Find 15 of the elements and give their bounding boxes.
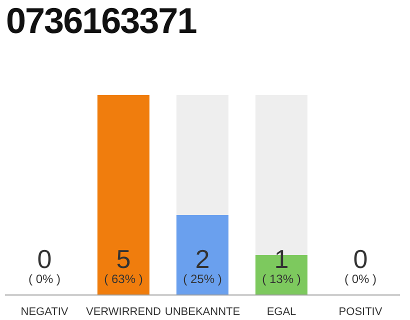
annotation: ( 0% ) — [28, 272, 61, 286]
x-tick-label: POSITIV — [338, 306, 383, 318]
x-tick-label: EGAL — [266, 306, 296, 318]
data-label: 0 — [37, 244, 52, 274]
data-label: 5 — [116, 244, 131, 274]
annotation: ( 63% ) — [104, 272, 143, 286]
x-tick-label: UNBEKANNTE — [164, 306, 240, 318]
annotation: ( 25% ) — [183, 272, 222, 286]
annotation: ( 13% ) — [262, 272, 301, 286]
annotation: ( 0% ) — [344, 272, 377, 286]
x-tick-label: VERWIRREND — [86, 306, 162, 318]
x-tick-label: NEGATIV — [20, 306, 69, 318]
data-label: 0 — [353, 244, 368, 274]
data-label: 2 — [195, 244, 210, 274]
chart-title: 0736163371 — [6, 0, 196, 42]
